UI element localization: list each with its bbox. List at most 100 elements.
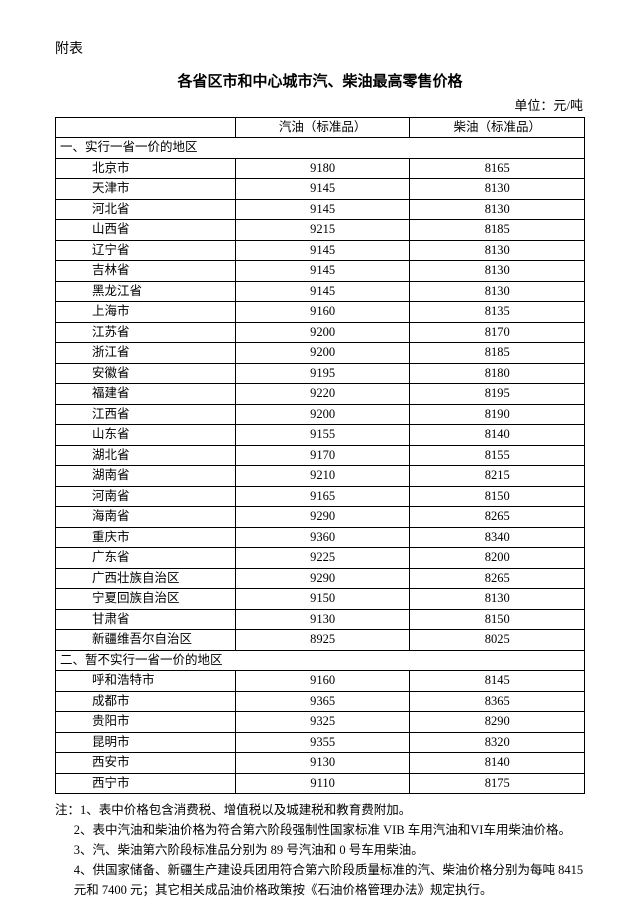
gasoline-cell: 9160 [235,671,410,692]
table-row: 湖南省92108215 [56,466,585,487]
diesel-cell: 8185 [410,220,585,241]
diesel-cell: 8140 [410,753,585,774]
region-cell: 贵阳市 [56,712,236,733]
note-line: 4、供国家储备、新疆生产建设兵团用符合第六阶段质量标准的汽、柴油价格分别为每吨 … [55,860,585,900]
diesel-cell: 8025 [410,630,585,651]
region-cell: 山东省 [56,425,236,446]
gasoline-cell: 9325 [235,712,410,733]
table-row: 广西壮族自治区92908265 [56,568,585,589]
table-row: 昆明市93558320 [56,732,585,753]
region-cell: 江西省 [56,404,236,425]
diesel-cell: 8195 [410,384,585,405]
table-row: 天津市91458130 [56,179,585,200]
diesel-cell: 8290 [410,712,585,733]
header-gasoline: 汽油（标准品） [235,117,410,138]
gasoline-cell: 9200 [235,343,410,364]
diesel-cell: 8130 [410,589,585,610]
gasoline-cell: 9290 [235,568,410,589]
gasoline-cell: 9225 [235,548,410,569]
region-cell: 北京市 [56,158,236,179]
diesel-cell: 8265 [410,568,585,589]
table-row: 海南省92908265 [56,507,585,528]
gasoline-cell: 9160 [235,302,410,323]
diesel-cell: 8190 [410,404,585,425]
section-label: 一、实行一省一价的地区 [56,138,585,159]
region-cell: 天津市 [56,179,236,200]
gasoline-cell: 9360 [235,527,410,548]
header-row: 汽油（标准品） 柴油（标准品） [56,117,585,138]
region-cell: 广西壮族自治区 [56,568,236,589]
table-row: 黑龙江省91458130 [56,281,585,302]
gasoline-cell: 9145 [235,261,410,282]
gasoline-cell: 9145 [235,199,410,220]
table-row: 重庆市93608340 [56,527,585,548]
region-cell: 西宁市 [56,773,236,794]
section-label: 二、暂不实行一省一价的地区 [56,650,585,671]
region-cell: 浙江省 [56,343,236,364]
gasoline-cell: 9145 [235,281,410,302]
diesel-cell: 8170 [410,322,585,343]
section-row: 一、实行一省一价的地区 [56,138,585,159]
table-row: 广东省92258200 [56,548,585,569]
region-cell: 辽宁省 [56,240,236,261]
table-row: 贵阳市93258290 [56,712,585,733]
region-cell: 吉林省 [56,261,236,282]
gasoline-cell: 8925 [235,630,410,651]
table-row: 甘肃省91308150 [56,609,585,630]
region-cell: 呼和浩特市 [56,671,236,692]
region-cell: 昆明市 [56,732,236,753]
diesel-cell: 8175 [410,773,585,794]
region-cell: 安徽省 [56,363,236,384]
gasoline-cell: 9200 [235,322,410,343]
region-cell: 成都市 [56,691,236,712]
gasoline-cell: 9365 [235,691,410,712]
region-cell: 河北省 [56,199,236,220]
table-row: 吉林省91458130 [56,261,585,282]
diesel-cell: 8200 [410,548,585,569]
diesel-cell: 8130 [410,281,585,302]
region-cell: 湖南省 [56,466,236,487]
page-title: 各省区市和中心城市汽、柴油最高零售价格 [55,72,585,93]
table-row: 北京市91808165 [56,158,585,179]
diesel-cell: 8215 [410,466,585,487]
region-cell: 上海市 [56,302,236,323]
gasoline-cell: 9145 [235,179,410,200]
diesel-cell: 8340 [410,527,585,548]
diesel-cell: 8165 [410,158,585,179]
table-row: 西宁市91108175 [56,773,585,794]
table-row: 呼和浩特市91608145 [56,671,585,692]
region-cell: 西安市 [56,753,236,774]
gasoline-cell: 9170 [235,445,410,466]
table-row: 湖北省91708155 [56,445,585,466]
region-cell: 新疆维吾尔自治区 [56,630,236,651]
diesel-cell: 8365 [410,691,585,712]
diesel-cell: 8130 [410,240,585,261]
table-row: 山东省91558140 [56,425,585,446]
table-row: 浙江省92008185 [56,343,585,364]
gasoline-cell: 9200 [235,404,410,425]
gasoline-cell: 9215 [235,220,410,241]
note-line: 3、汽、柴油第六阶段标准品分别为 89 号汽油和 0 号车用柴油。 [55,840,585,860]
region-cell: 甘肃省 [56,609,236,630]
region-cell: 宁夏回族自治区 [56,589,236,610]
diesel-cell: 8155 [410,445,585,466]
diesel-cell: 8140 [410,425,585,446]
diesel-cell: 8130 [410,179,585,200]
region-cell: 重庆市 [56,527,236,548]
table-row: 福建省92208195 [56,384,585,405]
region-cell: 福建省 [56,384,236,405]
region-cell: 湖北省 [56,445,236,466]
table-row: 辽宁省91458130 [56,240,585,261]
attachment-label: 附表 [55,40,585,60]
region-cell: 山西省 [56,220,236,241]
unit-label: 单位：元/吨 [55,97,585,115]
diesel-cell: 8320 [410,732,585,753]
notes-block: 注：1、表中价格包含消费税、增值税以及城建税和教育费附加。 2、表中汽油和柴油价… [55,800,585,900]
diesel-cell: 8145 [410,671,585,692]
table-row: 西安市91308140 [56,753,585,774]
table-row: 江苏省92008170 [56,322,585,343]
gasoline-cell: 9180 [235,158,410,179]
table-body: 一、实行一省一价的地区北京市91808165天津市91458130河北省9145… [56,138,585,794]
gasoline-cell: 9110 [235,773,410,794]
region-cell: 广东省 [56,548,236,569]
